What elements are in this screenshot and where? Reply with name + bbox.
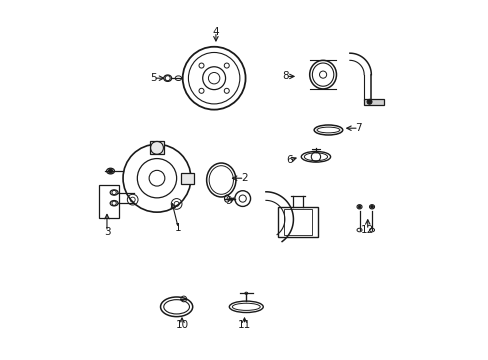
Bar [278, 207, 317, 237]
Circle shape [366, 99, 371, 104]
Text: 1: 1 [175, 223, 182, 233]
Bar [283, 208, 312, 235]
Text: 5: 5 [150, 73, 156, 83]
Bar [181, 173, 193, 184]
Text: 3: 3 [103, 227, 110, 237]
Circle shape [108, 169, 112, 173]
Text: 7: 7 [355, 123, 362, 133]
Text: 10: 10 [175, 320, 188, 330]
Text: 9: 9 [224, 197, 231, 206]
Circle shape [370, 205, 373, 208]
Bar [99, 185, 119, 217]
Bar [364, 99, 383, 105]
Text: 4: 4 [212, 27, 219, 37]
Bar [149, 141, 164, 154]
Circle shape [357, 205, 360, 208]
Text: 12: 12 [360, 225, 374, 235]
Text: 8: 8 [282, 71, 288, 81]
Text: 2: 2 [241, 173, 247, 183]
Text: 6: 6 [285, 156, 292, 165]
Text: 11: 11 [237, 320, 251, 330]
